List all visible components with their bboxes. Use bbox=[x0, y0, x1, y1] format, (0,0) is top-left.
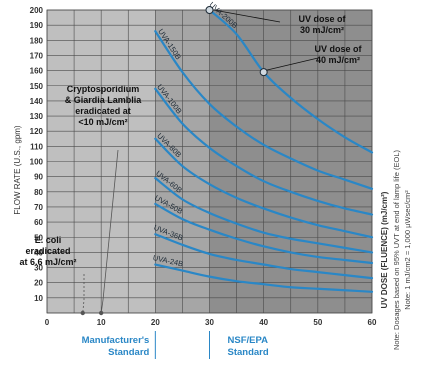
y-tick-label: 70 bbox=[34, 203, 43, 212]
series-line-uva-24b bbox=[154, 263, 374, 293]
annotation-leader-1 bbox=[266, 57, 319, 71]
annotation-leader-0 bbox=[213, 9, 281, 23]
annotation-2-line-3: <10 mJ/cm² bbox=[78, 117, 127, 127]
series-line-uva-150b bbox=[154, 30, 374, 190]
series-line-uva-200b bbox=[208, 8, 374, 154]
annotation-3-line-2: at 6.6 mJ/cm² bbox=[19, 257, 76, 267]
series-line-uva-60b bbox=[154, 177, 374, 254]
annotation-3-line-1: eradicated bbox=[25, 246, 70, 256]
standard-label-1-line-1: Standard bbox=[228, 347, 269, 358]
y-tick-label: 90 bbox=[34, 173, 43, 182]
series-lines bbox=[154, 8, 374, 293]
annotation-leader-2 bbox=[100, 149, 119, 314]
x-tick-label: 10 bbox=[97, 318, 106, 327]
x-tick-label: 60 bbox=[368, 318, 377, 327]
annotation-2-line-1: & Giardia Lamblia bbox=[65, 95, 143, 105]
series-line-uva-50b bbox=[154, 202, 374, 265]
annotation-3: E. coli eradicated at 6.6 mJ/cm² bbox=[19, 235, 76, 267]
annotation-3-line-0: E. coli bbox=[35, 235, 62, 245]
annotation-0-line-0: UV dose of bbox=[298, 14, 346, 24]
standard-label-0: Manufacturer's Standard bbox=[82, 335, 150, 358]
y-tick-label: 160 bbox=[30, 67, 44, 76]
y-tick-label: 200 bbox=[30, 6, 44, 15]
note-conversion: Note: 1 mJ/cm2 = 1,000 μWsec/cm² bbox=[403, 190, 412, 310]
dose-marker-0 bbox=[205, 6, 214, 14]
right-axis-title: UV DOSE (FLUENCE) (mJ/cm²) bbox=[380, 191, 389, 308]
standard-label-1: NSF/EPA Standard bbox=[228, 335, 269, 358]
y-tick-label: 40 bbox=[34, 248, 43, 257]
y-tick-label: 110 bbox=[30, 142, 43, 151]
standard-label-0-line-1: Standard bbox=[108, 347, 149, 358]
dose-markers bbox=[205, 6, 268, 77]
annotation-2: Cryptosporidium & Giardia Lamblia eradicat… bbox=[65, 84, 143, 127]
axes: 1020304050607080901001101201301401501601… bbox=[30, 6, 377, 327]
x-tick-label: 0 bbox=[45, 318, 50, 327]
y-tick-label: 130 bbox=[30, 112, 44, 121]
series-line-uva-100b bbox=[154, 87, 374, 216]
annotation-0-line-1: 30 mJ/cm² bbox=[300, 25, 344, 35]
x-tick-label: 30 bbox=[205, 318, 214, 327]
annotation-1: UV dose of 40 mJ/cm² bbox=[314, 44, 362, 65]
y-tick-label: 170 bbox=[30, 51, 44, 60]
standard-label-1-line-0: NSF/EPA bbox=[228, 335, 269, 346]
annotation-point-3 bbox=[80, 310, 85, 316]
y-tick-label: 80 bbox=[34, 188, 43, 197]
x-tick-label: 40 bbox=[259, 318, 268, 327]
y-tick-label: 100 bbox=[30, 158, 44, 167]
y-tick-label: 190 bbox=[30, 21, 44, 30]
y-tick-label: 10 bbox=[34, 294, 43, 303]
series-line-uva-36b bbox=[154, 233, 374, 280]
annotation-2-line-0: Cryptosporidium bbox=[67, 84, 140, 94]
annotation-1-line-0: UV dose of bbox=[314, 44, 362, 54]
grid bbox=[46, 9, 373, 314]
annotation-point-2 bbox=[98, 310, 104, 316]
y-axis-title: FLOW RATE (U.S., gpm) bbox=[13, 125, 22, 215]
y-tick-label: 20 bbox=[34, 279, 43, 288]
y-tick-label: 150 bbox=[30, 82, 44, 91]
y-tick-label: 120 bbox=[30, 127, 44, 136]
y-tick-label: 30 bbox=[34, 264, 43, 273]
annotation-0: UV dose of 30 mJ/cm² bbox=[298, 14, 346, 35]
x-tick-label: 50 bbox=[313, 318, 322, 327]
annotation-leader-3 bbox=[82, 274, 85, 314]
series-line-uva-80b bbox=[154, 137, 374, 239]
annotation-leaders bbox=[80, 9, 319, 316]
standard-label-0-line-0: Manufacturer's bbox=[82, 335, 150, 346]
dose-marker-1 bbox=[259, 68, 268, 77]
y-tick-label: 180 bbox=[30, 36, 44, 45]
x-tick-label: 20 bbox=[151, 318, 160, 327]
annotation-2-line-2: eradicated at bbox=[75, 106, 131, 116]
y-tick-label: 140 bbox=[30, 97, 44, 106]
annotation-1-line-1: 40 mJ/cm² bbox=[316, 55, 360, 65]
y-tick-label: 50 bbox=[34, 233, 43, 242]
y-tick-label: 60 bbox=[34, 218, 43, 227]
note-dosage: Note: Dosages based on 95% UVT at end of… bbox=[392, 150, 401, 350]
